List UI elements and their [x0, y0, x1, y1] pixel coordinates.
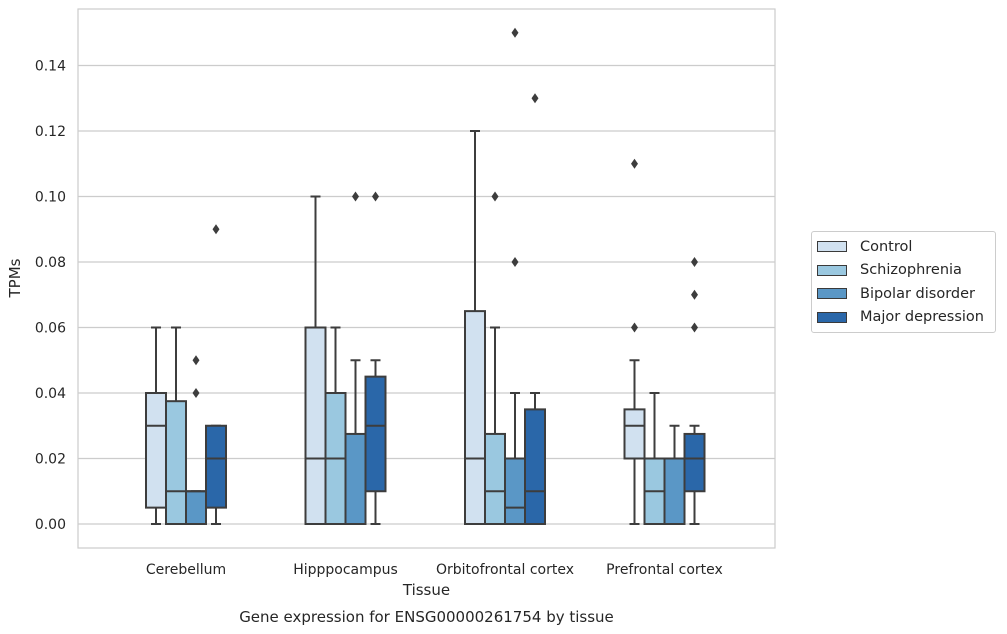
outlier-point [491, 191, 499, 202]
box-body [145, 392, 167, 509]
box-major-depression [205, 224, 227, 525]
legend-label: Schizophrenia [860, 262, 962, 279]
plot-frame [77, 8, 776, 549]
legend: Control Schizophrenia Bipolar disorder Majo… [811, 231, 996, 333]
box-body [623, 408, 646, 460]
x-tick-label: Prefrontal cortex [606, 562, 723, 578]
legend-label: Major depression [860, 309, 984, 326]
box-body [165, 400, 187, 525]
box-body [185, 490, 207, 525]
box-body [304, 326, 327, 525]
x-tick-label: Orbitofrontal cortex [436, 562, 574, 578]
outlier-point [531, 93, 539, 104]
box-schizophrenia [324, 326, 347, 525]
box-bipolar-disorder [185, 355, 207, 525]
box-control [145, 326, 167, 525]
box-schizophrenia [484, 191, 506, 525]
legend-swatch [817, 311, 847, 323]
legend-swatch [817, 241, 847, 253]
box-control [464, 130, 486, 525]
box-control [623, 158, 646, 525]
y-tick-label: 0.12 [35, 124, 66, 140]
outlier-point [511, 257, 519, 267]
outlier-point [691, 257, 698, 267]
x-tick-label: Hipppocampus [293, 562, 398, 578]
x-tick-labels: Cerebellum Hipppocampus Orbitofrontal cort… [146, 562, 723, 578]
box-body [683, 432, 706, 493]
y-tick-label: 0.04 [35, 386, 66, 402]
box-bipolar-disorder [663, 424, 686, 525]
box-body [663, 457, 686, 525]
y-axis-label: TPMs [6, 258, 24, 298]
legend-item: Control [812, 235, 995, 259]
box-schizophrenia [643, 392, 666, 525]
legend-label: Control [860, 238, 913, 255]
outlier-point [631, 158, 638, 169]
box-major-depression [364, 191, 387, 525]
box-body [344, 432, 367, 525]
legend-swatch [817, 288, 847, 300]
outlier-point [691, 322, 698, 333]
y-tick-label: 0.10 [35, 190, 66, 206]
legend-item: Major depression [812, 306, 995, 330]
box-body [205, 424, 227, 509]
chart-title: Gene expression for ENSG00000261754 by t… [239, 608, 614, 626]
box-body [484, 432, 506, 525]
legend-item: Schizophrenia [812, 259, 995, 283]
outlier-point [192, 355, 200, 366]
box-layer [145, 27, 706, 525]
x-axis-label: Tissue [402, 581, 450, 599]
legend-label: Bipolar disorder [860, 285, 975, 302]
box-body [524, 408, 546, 525]
y-tick-label: 0.02 [35, 452, 66, 468]
outlier-point [631, 322, 638, 333]
y-tick-label: 0.14 [35, 59, 66, 75]
outlier-point [212, 224, 220, 235]
legend-item: Bipolar disorder [812, 282, 995, 306]
x-tick-label: Cerebellum [146, 562, 226, 578]
y-tick-label: 0.06 [35, 321, 66, 337]
outlier-point [691, 289, 698, 300]
box-body [464, 310, 486, 525]
box-body [364, 375, 387, 493]
box-major-depression [524, 93, 546, 525]
box-bipolar-disorder [504, 27, 526, 525]
y-tick-label: 0.00 [35, 517, 66, 533]
box-schizophrenia [165, 326, 187, 525]
y-tick-labels: 0.00 0.02 0.04 0.06 0.08 0.10 0.12 0.14 [35, 59, 66, 534]
outlier-point [511, 27, 519, 38]
outlier-point [352, 191, 359, 202]
y-tick-label: 0.08 [35, 255, 66, 271]
box-major-depression [683, 257, 706, 525]
box-bipolar-disorder [344, 191, 367, 525]
outlier-point [372, 191, 379, 202]
box-body [504, 457, 526, 525]
legend-swatch [817, 264, 847, 276]
outlier-point [192, 388, 200, 398]
box-control [304, 195, 327, 525]
